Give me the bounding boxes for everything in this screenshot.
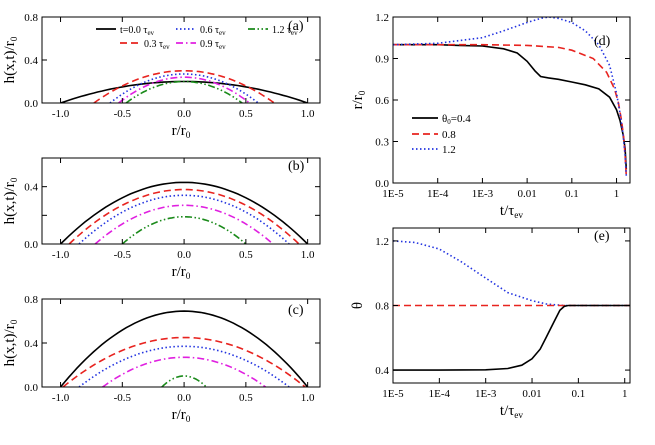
y-tick-label: 0.8 [24, 12, 38, 24]
x-tick-label: 1.0 [301, 392, 315, 404]
panel-c: -1.0 -0.5 0.0 0.5 1.0 0.0 0.4 0.8 r/r0 h(x,t)/r0 (… [2, 294, 321, 425]
series-line-4 [125, 80, 243, 103]
x-axis-label: r/r0 [172, 264, 191, 282]
legend-entry: t=0.0 τev [120, 25, 155, 37]
legend: t=0.0 τev 0.3 τev 0.6 τev 0.9 τev 1.2 τev [96, 25, 298, 51]
x-tick-label: 1E-4 [429, 388, 451, 400]
series-line-0 [59, 181, 309, 244]
legend-entry: 1.2 τev [272, 25, 298, 37]
plot-frame [41, 157, 321, 245]
legend-entry: 0.9 τev [200, 39, 226, 51]
x-tick-label: 1E-3 [472, 188, 494, 200]
x-tick-label: 1.0 [301, 249, 315, 261]
legend-entry: 1.2 [442, 144, 456, 156]
x-tick-label: -1.0 [52, 108, 70, 120]
series-line-1 [62, 336, 306, 387]
y-axis-label: r/r0 [350, 90, 368, 109]
x-tick-label: -0.5 [114, 108, 132, 120]
x-axis-label: r/r0 [172, 123, 191, 141]
series-line-1 [393, 43, 628, 177]
x-tick-label: 1E-5 [382, 388, 404, 400]
y-tick-label: 1.2 [375, 236, 389, 248]
x-tick-label: 0.01 [522, 388, 541, 400]
x-tick-label: -1.0 [52, 392, 70, 404]
x-tick-label: 0.0 [177, 392, 191, 404]
y-axis-label: h(x,t)/r0 [2, 177, 20, 224]
y-tick-label: 0.9 [375, 54, 389, 66]
series-group [59, 310, 309, 387]
x-tick-label: 1E-4 [427, 188, 449, 200]
y-tick-label: 0.0 [375, 178, 389, 190]
y-axis-label: h(x,t)/r0 [2, 36, 20, 83]
series-line-2 [109, 73, 259, 103]
y-tick-label: 0.6 [375, 95, 389, 107]
y-tick-label: 0.0 [24, 382, 38, 394]
x-tick-label: 1 [622, 388, 628, 400]
series-line-2 [393, 17, 628, 177]
series-line-2 [78, 194, 290, 244]
y-tick-label: 0.4 [375, 365, 389, 377]
x-tick-label: 0.5 [239, 249, 253, 261]
panel-b: -1.0 -0.5 0.0 0.5 1.0 0.0 0.4 r/r0 h(x,t)/r0 (b) [2, 157, 321, 282]
y-tick-label: 0.4 [24, 182, 38, 194]
x-axis-label: t/τev [500, 203, 524, 221]
panel-label: (b) [288, 159, 305, 174]
x-tick-label: -1.0 [52, 249, 70, 261]
series-line-1 [93, 70, 275, 103]
series-line-1 [68, 188, 300, 244]
x-tick-label: 0.5 [239, 392, 253, 404]
x-axis-label: r/r0 [172, 407, 191, 425]
y-tick-label: 0.4 [24, 55, 38, 67]
legend-entry: 0.3 τev [144, 39, 170, 51]
x-tick-label: 0.0 [177, 249, 191, 261]
x-tick-label: -0.5 [114, 392, 132, 404]
panel-e: 1E-5 1E-4 1E-3 0.01 0.1 1 0.4 0.8 1.2 t/τev θ (e) [350, 227, 631, 421]
x-tick-label: -0.5 [114, 249, 132, 261]
y-tick-label: 0.0 [24, 98, 38, 110]
x-tick-label: 1E-5 [382, 188, 404, 200]
panel-a: -1.0 -0.5 0.0 0.5 1.0 0.0 0.4 0.8 r/r0 h(x,t)/r0 (… [2, 12, 321, 141]
series-line-3 [118, 76, 251, 103]
plot-frame [41, 298, 321, 388]
y-tick-label: 0.4 [24, 338, 38, 350]
series-line-4 [161, 375, 207, 387]
series-group [59, 181, 309, 244]
x-tick-label: 0.1 [572, 388, 586, 400]
series-line-0 [59, 310, 309, 387]
legend-entry: 0.6 τev [200, 25, 226, 37]
panel-label: (e) [594, 229, 610, 244]
series-line-2 [393, 304, 630, 371]
series-line-3 [102, 356, 267, 387]
x-tick-label: 1 [614, 188, 620, 200]
series-line-3 [94, 204, 274, 244]
y-tick-label: 0.0 [24, 239, 38, 251]
y-tick-label: 0.8 [24, 294, 38, 306]
x-axis-label: t/τev [500, 403, 524, 421]
panel-label: (a) [288, 19, 304, 34]
panel-d: 1E-5 1E-4 1E-3 0.01 0.1 1 0.0 0.3 0.6 0.9 1.2 t/τev… [350, 12, 631, 221]
y-axis-label: θ [350, 302, 366, 309]
x-tick-label: 0.5 [239, 108, 253, 120]
y-tick-label: 0.8 [375, 301, 389, 313]
series-line-0 [393, 43, 628, 170]
y-tick-label: 1.2 [375, 12, 389, 24]
legend: θ0=0.4 0.8 1.2 [412, 113, 471, 156]
series-group [393, 240, 630, 371]
series-line-0 [393, 240, 630, 307]
legend-entry: θ0=0.4 [442, 113, 471, 126]
legend-entry: 0.8 [442, 129, 456, 141]
panel-label: (d) [594, 34, 611, 49]
series-group [60, 70, 308, 103]
x-tick-label: 0.01 [517, 188, 536, 200]
y-tick-label: 0.3 [375, 137, 389, 149]
y-axis-label: h(x,t)/r0 [2, 319, 20, 366]
x-tick-label: 1E-3 [475, 388, 497, 400]
x-tick-label: 0.0 [177, 108, 191, 120]
series-group [393, 17, 628, 177]
panel-label: (c) [288, 303, 304, 318]
x-tick-label: 1.0 [301, 108, 315, 120]
x-tick-label: 0.1 [565, 188, 579, 200]
